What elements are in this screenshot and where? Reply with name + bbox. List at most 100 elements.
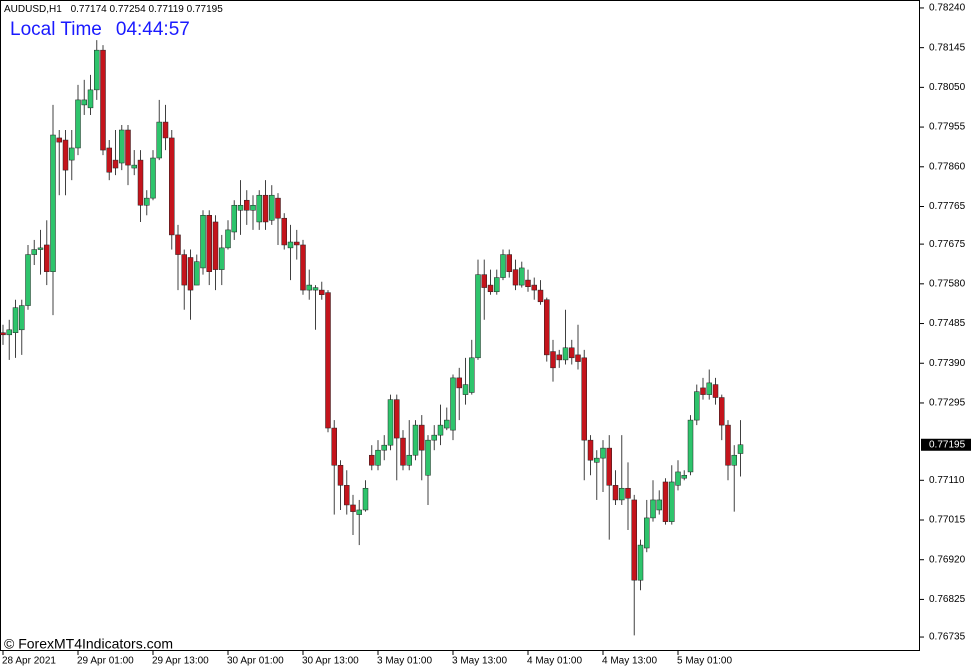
x-tick-label: 28 Apr 2021 — [2, 656, 56, 667]
candle-body-down — [587, 439, 594, 461]
candle-body-up — [412, 424, 419, 456]
candle-body-up — [669, 481, 675, 522]
candle-body-down — [125, 129, 131, 166]
x-tick-label: 5 May 01:00 — [677, 656, 732, 667]
candle-body-up — [462, 384, 469, 395]
x-tick-label: 4 May 13:00 — [602, 656, 657, 667]
candle-body-up — [150, 157, 156, 199]
candle-body-up — [131, 164, 137, 169]
y-tick-label: 0.77295 — [929, 398, 966, 409]
candle-body-up — [37, 247, 44, 250]
candle-body-up — [12, 307, 19, 333]
candle-body-up — [225, 229, 231, 249]
candle-body-up — [356, 509, 362, 515]
candle-body-down — [100, 49, 106, 151]
candle-body-up — [519, 267, 525, 286]
y-tick-label: 0.78240 — [929, 3, 966, 14]
candle-body-down — [506, 254, 512, 272]
local-time: Local Time 04:44:57 — [10, 19, 190, 40]
candle-body-down — [400, 437, 406, 466]
candle-body-up — [156, 121, 162, 159]
candle-body-down — [319, 289, 325, 295]
symbol: AUDUSD,H1 — [4, 4, 62, 15]
y-tick-label: 0.76825 — [929, 594, 966, 605]
y-tick-label: 0.77675 — [929, 239, 966, 250]
candle-body-down — [344, 485, 350, 506]
candle-body-down — [369, 454, 375, 466]
candle-body-up — [75, 99, 81, 149]
candle-body-up — [194, 261, 200, 286]
candle-body-up — [644, 517, 650, 549]
candle-body-up — [144, 197, 150, 206]
candle-body-up — [437, 424, 444, 436]
candle-body-up — [381, 444, 387, 451]
candle-body-up — [219, 247, 225, 270]
candle-body-down — [281, 217, 287, 246]
candle-body-up — [6, 329, 12, 336]
candle-body-down — [725, 424, 731, 466]
candle-body-up — [450, 377, 456, 431]
candle-body-up — [200, 215, 206, 269]
candle-body-down — [181, 254, 187, 286]
candle-body-down — [112, 159, 119, 169]
candle-body-down — [0, 332, 6, 336]
y-tick-label: 0.77110 — [929, 475, 965, 486]
x-tick-label: 29 Apr 01:00 — [77, 656, 134, 667]
candle-body-up — [694, 391, 700, 421]
candle-body-down — [625, 487, 631, 499]
y-tick-label: 0.78145 — [929, 42, 966, 53]
candle-body-down — [325, 292, 331, 429]
y-tick-label: 0.76735 — [929, 632, 966, 643]
candle-body-up — [431, 434, 437, 441]
plot-frame — [0, 0, 920, 651]
candle-body-up — [362, 487, 369, 511]
candle-body-up — [81, 99, 87, 106]
candle-body-down — [487, 284, 494, 293]
candle-body-up — [375, 449, 381, 466]
candle-body-down — [137, 159, 144, 206]
candle-body-up — [50, 134, 56, 272]
candle-body-up — [600, 447, 606, 459]
candle-body-up — [562, 347, 569, 361]
y-tick-label: 0.77580 — [929, 278, 966, 289]
candle-body-up — [500, 254, 506, 278]
candle-body-down — [719, 397, 725, 426]
candle-body-down — [275, 197, 281, 219]
candle-body-down — [337, 464, 344, 486]
header-close: 0.77195 — [187, 4, 224, 15]
candle-body-down — [169, 137, 175, 236]
header-high: 0.77254 — [110, 4, 147, 15]
candle-body-down — [550, 351, 556, 369]
candle-body-down — [575, 354, 581, 362]
candle-body-up — [706, 382, 712, 395]
candle-body-up — [306, 284, 312, 291]
candle-body-up — [87, 89, 94, 109]
candle-body-down — [481, 274, 487, 288]
candle-body-down — [175, 234, 181, 255]
candle-body-up — [687, 419, 694, 473]
candle-body-down — [187, 257, 194, 291]
candle-body-up — [119, 129, 125, 164]
candle-body-up — [237, 204, 244, 211]
y-tick-label: 0.77955 — [929, 122, 966, 133]
candle-body-down — [294, 241, 300, 246]
candle-body-up — [469, 357, 475, 393]
candle-body-up — [287, 241, 294, 249]
y-tick-label: 0.77485 — [929, 318, 966, 329]
x-tick-label: 3 May 01:00 — [377, 656, 432, 667]
x-tick-label: 4 May 01:00 — [527, 656, 582, 667]
candle-body-up — [425, 439, 431, 476]
candle-body-down — [537, 289, 544, 303]
candle-body-up — [444, 419, 450, 429]
y-tick-label: 0.77765 — [929, 201, 966, 212]
candle-body-up — [619, 487, 625, 501]
candle-body-up — [256, 194, 262, 223]
candle-body-down — [569, 347, 575, 359]
candle-body-down — [331, 427, 337, 466]
y-tick-label: 0.77860 — [929, 161, 966, 172]
candle-body-down — [631, 499, 637, 581]
candle-body-up — [737, 444, 744, 454]
candle-body-down — [712, 384, 719, 398]
